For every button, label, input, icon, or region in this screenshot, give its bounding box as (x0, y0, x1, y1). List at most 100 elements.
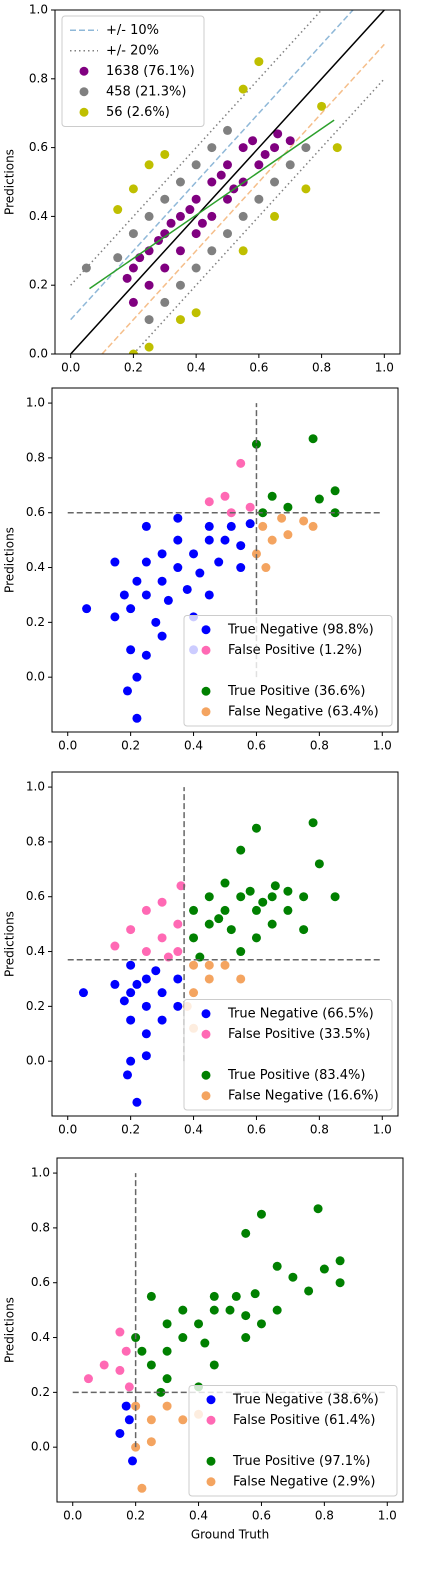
point (200, 1338, 210, 1348)
point (319, 1264, 329, 1274)
point (128, 184, 138, 194)
legend-label: True Positive (83.4%) (227, 1068, 365, 1083)
y-tick-label: 1.0 (29, 3, 48, 17)
point (241, 1311, 251, 1321)
point (204, 974, 214, 984)
legend: +/- 10% +/- 20% 1638 (76.1%) 458 (21.3%) 56 … (61, 15, 205, 127)
point (127, 1456, 137, 1466)
axes: 0.0 0.2 0.4 0.6 0.8 1.0 0.0 0.2 0.4 0.6 0.8 1.0 Pred… (3, 3, 401, 375)
point (207, 177, 217, 187)
point (173, 974, 183, 984)
point (157, 1015, 167, 1025)
point (251, 549, 261, 559)
legend: True Negative (38.6%) False Positive (61.… (188, 1385, 398, 1497)
legend-label: True Positive (97.1%) (232, 1454, 370, 1469)
legend-swatch (206, 1395, 216, 1405)
point (128, 263, 138, 273)
point (162, 1374, 172, 1384)
point (137, 1346, 147, 1356)
point (272, 1261, 282, 1271)
point (283, 502, 293, 512)
point (137, 1483, 147, 1493)
point (175, 177, 185, 187)
plot-area (67, 787, 383, 1107)
point (285, 136, 295, 146)
point (141, 905, 151, 915)
point (220, 905, 230, 915)
point (254, 194, 264, 204)
point (238, 211, 248, 221)
point (119, 996, 129, 1006)
y-tick-label: 0.4 (26, 944, 45, 958)
point (335, 1256, 345, 1266)
point (299, 516, 309, 526)
point (175, 280, 185, 290)
x-tick-label: 0.2 (124, 361, 143, 375)
legend-swatch (201, 625, 211, 635)
plot-area (70, 10, 385, 354)
point (332, 143, 342, 153)
point (236, 563, 246, 573)
point (175, 315, 185, 325)
y-tick-label: 0.6 (29, 140, 48, 154)
point (245, 519, 255, 529)
y-tick-label: 1.0 (26, 780, 45, 794)
point (126, 645, 136, 655)
legend-box (183, 615, 393, 727)
point (81, 263, 91, 273)
point (157, 549, 167, 559)
point (78, 988, 88, 998)
point (144, 160, 154, 170)
point (157, 897, 167, 907)
y-axis-label: Predictions (3, 149, 17, 215)
point (225, 1305, 235, 1315)
legend-swatch (206, 1477, 216, 1487)
axes: 0.0 0.2 0.4 0.6 0.8 1.0 0.0 0.2 0.4 0.6 0.8 1.0 Pred… (3, 1157, 404, 1542)
point (236, 892, 246, 902)
legend-label: False Positive (61.4%) (233, 1413, 375, 1428)
point (236, 541, 246, 551)
point (191, 263, 201, 273)
point (272, 1305, 282, 1315)
legend-label: True Positive (36.6%) (227, 684, 365, 699)
x-tick-label: 1.0 (378, 1509, 397, 1523)
y-tick-label: 0.2 (26, 999, 45, 1013)
x-tick-label: 0.4 (184, 1123, 203, 1137)
legend-label: False Negative (2.9%) (233, 1474, 375, 1489)
point (204, 521, 214, 531)
point (238, 246, 248, 256)
point (99, 1360, 109, 1370)
x-tick-label: 0.6 (247, 739, 266, 753)
legend-swatch (201, 1029, 211, 1039)
legend-label: False Positive (1.2%) (228, 643, 362, 658)
legend-label: 1638 (76.1%) (106, 64, 195, 79)
legend-label: True Negative (66.5%) (227, 1006, 374, 1021)
point (214, 557, 224, 567)
point (132, 576, 142, 586)
point (214, 914, 224, 924)
point (113, 205, 123, 215)
point (141, 650, 151, 660)
point (160, 149, 170, 159)
y-tick-label: 0.8 (26, 450, 45, 464)
point (270, 177, 280, 187)
point (195, 568, 205, 578)
point (283, 886, 293, 896)
point (122, 1070, 132, 1080)
point (144, 280, 154, 290)
point (151, 617, 161, 627)
point (157, 988, 167, 998)
point (132, 1097, 142, 1107)
point (308, 818, 318, 828)
point (308, 434, 318, 444)
point (285, 160, 295, 170)
point (258, 897, 268, 907)
frame (51, 771, 399, 1117)
point (185, 205, 195, 215)
point (162, 1346, 172, 1356)
point (146, 1437, 156, 1447)
point (157, 631, 167, 641)
point (223, 229, 232, 239)
point (128, 297, 138, 307)
y-axis-label: Predictions (3, 911, 17, 977)
